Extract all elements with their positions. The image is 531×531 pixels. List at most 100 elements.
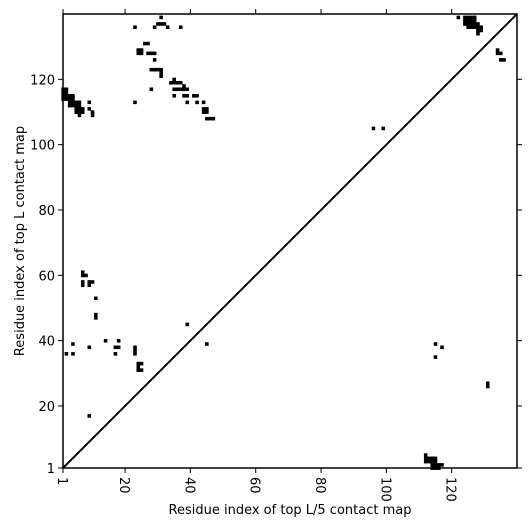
contact-cell-lower [427,456,431,461]
contact-cell-upper [185,87,190,92]
contact-cell-upper [175,87,180,92]
contact-cell-upper [211,116,216,121]
contact-cell-upper [476,28,480,33]
diagonal-line [62,13,518,469]
contact-cell-upper [169,80,173,85]
contact-cell-upper [381,126,386,131]
contact-cell-upper [472,22,477,26]
contact-cell-upper [146,41,150,46]
contact-cell-upper [175,80,180,85]
contact-cell-lower [136,361,141,366]
contact-cell-lower [87,414,92,418]
contact-cell-upper [495,48,500,52]
contact-cell-upper [74,107,78,111]
contact-cell-lower [80,270,85,274]
contact-cell-lower [139,368,144,372]
contact-cell-upper [87,107,92,111]
contact-cell-upper [463,15,467,20]
x-tick-label: 100 [377,477,392,502]
contact-cell-upper [466,15,470,20]
contact-cell-upper [495,51,500,56]
contact-cell-upper [472,18,477,23]
contact-cell-upper [178,25,183,29]
contact-cell-lower [94,316,98,320]
contact-cell-lower [430,463,435,467]
contact-cell-upper [74,110,78,114]
contact-cell-lower [136,365,141,369]
contact-cell-upper [201,107,206,111]
contact-cell-upper [469,22,474,26]
contact-cell-upper [205,116,209,121]
contact-cell-lower [113,352,118,356]
contact-cell-upper [479,25,484,29]
contact-cell-upper [77,103,82,108]
contact-cell-lower [485,384,490,389]
contact-cell-lower [433,463,438,467]
contact-cell-upper [499,51,503,56]
contact-cell-upper [185,94,190,98]
y-tick-label: 120 [30,73,55,88]
contact-cell-lower [433,456,438,461]
contact-cell-lower [205,342,209,346]
contact-cell-upper [149,67,154,72]
contact-cell-upper [71,97,75,101]
contact-cell-upper [502,58,506,62]
contact-cell-upper [71,103,75,108]
contact-cell-lower [139,361,144,366]
y-tick-label: 20 [38,400,55,415]
x-tick-label: 40 [181,477,196,494]
contact-cell-upper [371,126,376,131]
contact-cell-upper [205,107,209,111]
contact-cell-upper [159,71,163,75]
contact-cell-upper [143,41,147,46]
contact-cell-lower [433,459,438,464]
contact-cell-upper [80,110,85,114]
contact-cell-upper [208,116,212,121]
contact-cell-lower [433,355,438,359]
contact-cell-upper [77,110,82,114]
contact-cell-lower [71,352,75,356]
contact-cell-upper [469,15,474,20]
contact-cell-upper [195,100,199,105]
contact-cell-upper [87,100,92,105]
contact-cell-upper [172,94,176,98]
contact-cell-lower [423,456,428,461]
contact-cell-lower [94,312,98,317]
contact-cell-upper [476,31,480,36]
contact-cell-upper [469,18,474,23]
contact-cell-upper [476,25,480,29]
contact-cell-lower [80,273,85,278]
contact-cell-upper [159,22,163,26]
contact-cell-upper [74,100,78,105]
contact-cell-upper [472,15,477,20]
contact-cell-upper [77,107,82,111]
contact-cell-upper [182,84,186,88]
contact-cell-upper [152,25,157,29]
contact-cell-upper [469,25,474,29]
contact-cell-lower [133,348,137,353]
contact-cell-upper [172,80,176,85]
contact-cell-upper [67,100,72,105]
contact-cell-upper [133,25,137,29]
contact-cell-lower [133,345,137,350]
contact-cell-upper [67,94,72,98]
contact-cell-upper [182,94,186,98]
contact-cell-upper [159,74,163,78]
y-tick-label: 80 [38,204,55,219]
contact-cell-upper [156,22,160,26]
y-tick-label: 60 [38,269,55,284]
contact-cell-lower [103,338,108,343]
contact-cell-upper [466,18,470,23]
contact-cell-lower [423,459,428,464]
contact-cell-upper [80,107,85,111]
contact-cell-upper [195,94,199,98]
contact-cell-lower [64,352,69,356]
y-tick-label: 100 [30,139,55,154]
contact-cell-upper [67,103,72,108]
contact-cell-lower [87,345,92,350]
contact-cell-lower [87,280,92,284]
contact-cell-upper [71,100,75,105]
contact-cell-upper [201,110,206,114]
contact-cell-upper [77,100,82,105]
contact-cell-upper [162,22,167,26]
